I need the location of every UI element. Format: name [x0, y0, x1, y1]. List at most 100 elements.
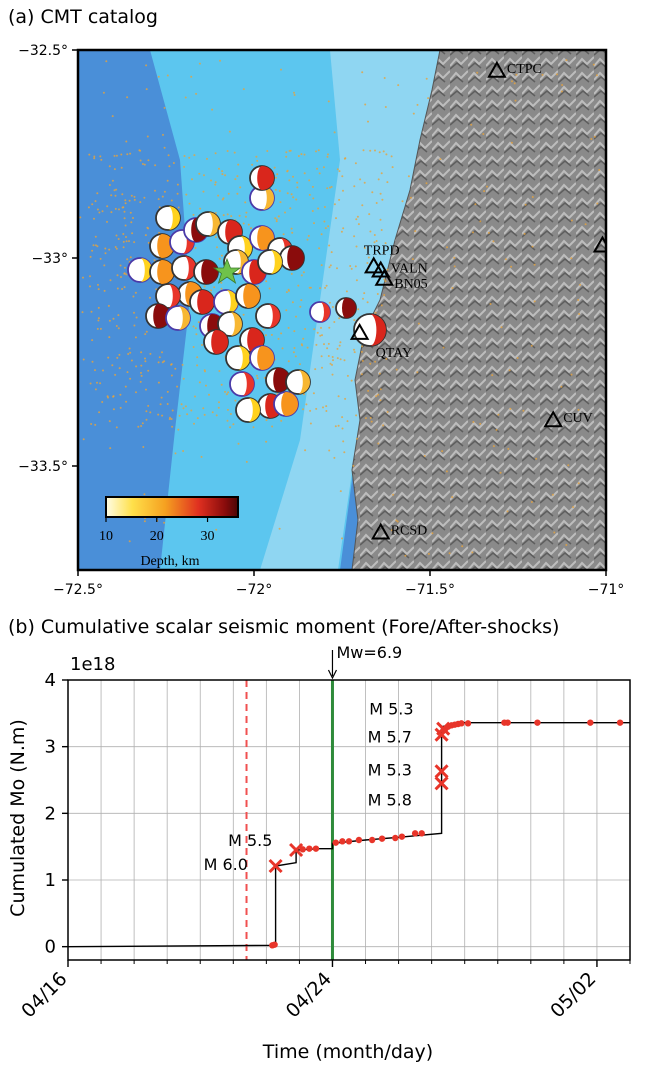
- seismicity-dot: [224, 174, 227, 177]
- seismicity-dot: [139, 380, 142, 383]
- seismicity-dot: [157, 198, 160, 201]
- event-magnitude-label: M 5.5: [228, 831, 272, 850]
- seismicity-dot: [474, 203, 477, 206]
- seismicity-dot: [93, 155, 96, 158]
- seismicity-dot: [299, 305, 302, 308]
- seismicity-dot: [144, 357, 146, 360]
- seismicity-dot: [135, 391, 137, 394]
- seismicity-dot: [93, 157, 96, 160]
- seismicity-dot: [251, 163, 254, 166]
- seismicity-dot: [108, 420, 111, 423]
- seismicity-dot: [130, 221, 133, 224]
- seismicity-dot: [226, 408, 229, 411]
- seismicity-dot: [324, 227, 327, 230]
- seismicity-dot: [174, 452, 177, 455]
- seismicity-dot: [416, 103, 419, 106]
- seismicity-dot: [140, 374, 143, 377]
- seismicity-dot: [216, 246, 218, 249]
- seismicity-dot: [112, 408, 115, 411]
- seismicity-dot: [195, 333, 198, 336]
- seismicity-dot: [461, 545, 464, 548]
- land-relief: [351, 50, 606, 570]
- seismicity-dot: [504, 258, 507, 261]
- seismicity-dot: [344, 397, 347, 400]
- seismicity-dot: [125, 240, 128, 243]
- event-point: [306, 845, 313, 852]
- seismicity-dot: [325, 410, 328, 412]
- seismicity-dot: [176, 183, 179, 186]
- seismicity-dot: [377, 393, 380, 396]
- seismicity-dot: [275, 220, 278, 223]
- station-triangle-icon: [487, 60, 507, 78]
- seismicity-dot: [315, 407, 318, 410]
- seismicity-dot: [411, 258, 414, 261]
- seismicity-dot: [133, 195, 136, 198]
- seismicity-dot: [315, 150, 317, 153]
- seismicity-dot: [111, 115, 114, 118]
- seismicity-dot: [541, 73, 544, 76]
- station-triangle-icon: [370, 522, 391, 540]
- seismicity-dot: [368, 213, 371, 216]
- seismicity-dot: [244, 215, 247, 218]
- seismicity-dot: [110, 194, 113, 197]
- seismicity-dot: [349, 265, 352, 267]
- seismicity-dot: [214, 181, 217, 184]
- beachball: [229, 371, 255, 397]
- seismicity-dot: [229, 413, 232, 415]
- seismicity-dot: [378, 372, 381, 375]
- seismicity-dot: [331, 356, 334, 358]
- y-tick-label: 2: [45, 803, 56, 824]
- seismicity-dot: [195, 92, 198, 95]
- beachball: [155, 283, 181, 309]
- seismicity-dot: [277, 337, 280, 340]
- seismicity-dot: [300, 153, 303, 156]
- seismicity-dot: [203, 369, 206, 372]
- seismicity-dot: [154, 164, 157, 167]
- map-axes: −72.5° −72° −71.5° −71° −32.5° −33° −33.5°: [18, 43, 624, 598]
- seismicity-dot: [500, 326, 503, 329]
- seismicity-dot: [163, 106, 166, 109]
- event-point: [398, 833, 406, 840]
- seismicity-dot: [300, 343, 303, 346]
- seismicity-dot: [275, 218, 278, 221]
- seismicity-dot: [116, 274, 119, 277]
- seismicity-dot: [336, 168, 339, 171]
- seismicity-dot: [361, 204, 364, 207]
- seismicity-dot: [326, 155, 329, 158]
- beachball: [249, 345, 275, 371]
- seismicity-dot: [355, 279, 358, 282]
- seismicity-dot: [117, 327, 120, 330]
- seismicity-dot: [297, 155, 300, 157]
- seismicity-dot: [324, 286, 327, 289]
- seismicity-dot: [531, 196, 534, 198]
- seismicity-dot: [338, 344, 341, 347]
- beachball: [285, 369, 311, 395]
- seismicity-dot: [375, 202, 378, 204]
- seismicity-dot: [101, 210, 104, 213]
- seismicity-dot: [362, 297, 364, 300]
- seismicity-dot: [451, 496, 454, 499]
- seismicity-dot: [221, 173, 224, 176]
- seismicity-dot: [250, 227, 252, 230]
- seismicity-dot: [132, 217, 134, 219]
- seismicity-dot: [319, 287, 321, 290]
- seismicity-dot: [386, 268, 389, 271]
- seismicity-dot: [256, 159, 259, 162]
- seismicity-dot: [333, 456, 336, 459]
- seismicity-dot: [509, 407, 512, 410]
- seismicity-dot: [94, 200, 97, 203]
- seismicity-dot: [159, 403, 162, 406]
- seismicity-dot: [327, 342, 330, 345]
- seismicity-dot: [90, 423, 93, 425]
- seismicity-dot: [113, 168, 116, 171]
- seismicity-dot: [198, 381, 201, 384]
- seismicity-dot: [161, 195, 164, 198]
- seismicity-dot: [108, 248, 111, 251]
- seismicity-dot: [106, 395, 109, 398]
- seismicity-dot: [395, 519, 398, 522]
- seismicity-dot: [135, 316, 138, 319]
- seismicity-dot: [565, 544, 568, 546]
- seismicity-dot: [196, 417, 199, 420]
- chart-reference-lines: Mw=6.9: [245, 643, 402, 960]
- seismicity-dot: [91, 339, 94, 342]
